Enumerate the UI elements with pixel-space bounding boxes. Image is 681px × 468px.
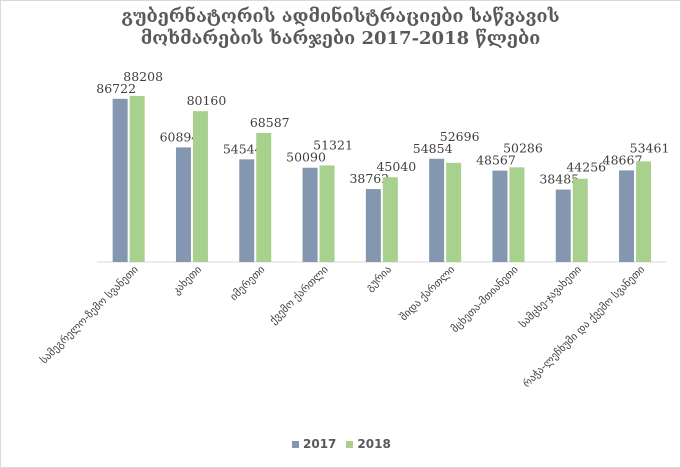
- bar-2018-6: [509, 167, 525, 262]
- category-label-7: სამცხე-ჯავახეთი: [517, 264, 584, 331]
- bar-2017-4: [365, 189, 381, 262]
- chart-title-line-2: მოხმარების ხარჯები 2017-2018 წლები: [140, 28, 541, 49]
- data-label-2017-6: 48567: [476, 153, 516, 168]
- chart-title: გუბერნატორის ადმინისტრაციები საწვავის მო…: [0, 6, 681, 50]
- bar-2018-2: [256, 132, 272, 262]
- data-label-2018-3: 51321: [313, 138, 353, 153]
- data-label-2018-8: 53461: [630, 140, 670, 155]
- bar-2018-1: [192, 111, 208, 262]
- data-label-2017-5: 54854: [413, 141, 453, 156]
- category-label-4: გურია: [364, 264, 394, 294]
- bar-2017-5: [429, 158, 445, 262]
- category-label-3: ქვემო ქართლი: [268, 264, 331, 327]
- bar-2017-0: [112, 98, 128, 262]
- data-label-2018-1: 80160: [187, 93, 227, 108]
- chart-legend: 2017 2018: [292, 436, 391, 452]
- bar-2017-7: [555, 189, 571, 262]
- data-label-2017-3: 50090: [286, 150, 326, 165]
- legend-label-2018: 2018: [357, 437, 391, 451]
- bar-2018-8: [636, 161, 652, 262]
- data-label-2017-1: 60894: [160, 129, 200, 144]
- data-label-2018-5: 52696: [440, 129, 480, 144]
- bar-2017-1: [175, 147, 191, 262]
- bar-2018-5: [446, 162, 462, 262]
- data-label-2017-2: 54544: [223, 141, 263, 156]
- category-label-6: მცხეთა-მთიანეთი: [449, 264, 521, 336]
- category-label-8: რაჭა-ლეჩხუმი და ქვემო სვანეთი: [521, 264, 647, 390]
- legend-item-2017: 2017: [292, 437, 336, 451]
- data-label-2018-4: 45040: [376, 159, 416, 174]
- bar-2017-2: [239, 159, 255, 262]
- bar-2017-3: [302, 167, 318, 262]
- chart-title-line-1: გუბერნატორის ადმინისტრაციები საწვავის: [121, 6, 560, 27]
- bar-2017-6: [492, 170, 508, 262]
- data-label-2018-2: 68587: [250, 115, 290, 130]
- category-label-2: იმერეთი: [228, 264, 267, 303]
- data-label-2017-4: 38762: [349, 171, 389, 186]
- legend-swatch-2017: [292, 440, 299, 448]
- legend-item-2018: 2018: [346, 437, 391, 451]
- data-label-2018-6: 50286: [503, 141, 543, 156]
- legend-label-2017: 2017: [303, 437, 337, 451]
- category-label-1: კახეთი: [171, 264, 204, 297]
- category-label-0: სამეგრელო-ზემო სვანეთი: [38, 264, 141, 367]
- category-label-5: შიდა ქართლი: [398, 264, 458, 324]
- data-label-2017-8: 48667: [603, 152, 643, 167]
- data-label-2018-0: 88208: [123, 69, 163, 84]
- bar-2018-4: [382, 177, 398, 262]
- bar-2018-0: [129, 96, 145, 262]
- bar-2018-3: [319, 165, 335, 262]
- data-label-2017-7: 38485: [539, 172, 579, 187]
- data-label-2018-7: 44256: [566, 160, 606, 175]
- legend-swatch-2018: [346, 440, 354, 448]
- bar-2018-7: [572, 178, 588, 262]
- data-label-2017-0: 86722: [96, 81, 136, 96]
- bar-2017-8: [619, 170, 635, 262]
